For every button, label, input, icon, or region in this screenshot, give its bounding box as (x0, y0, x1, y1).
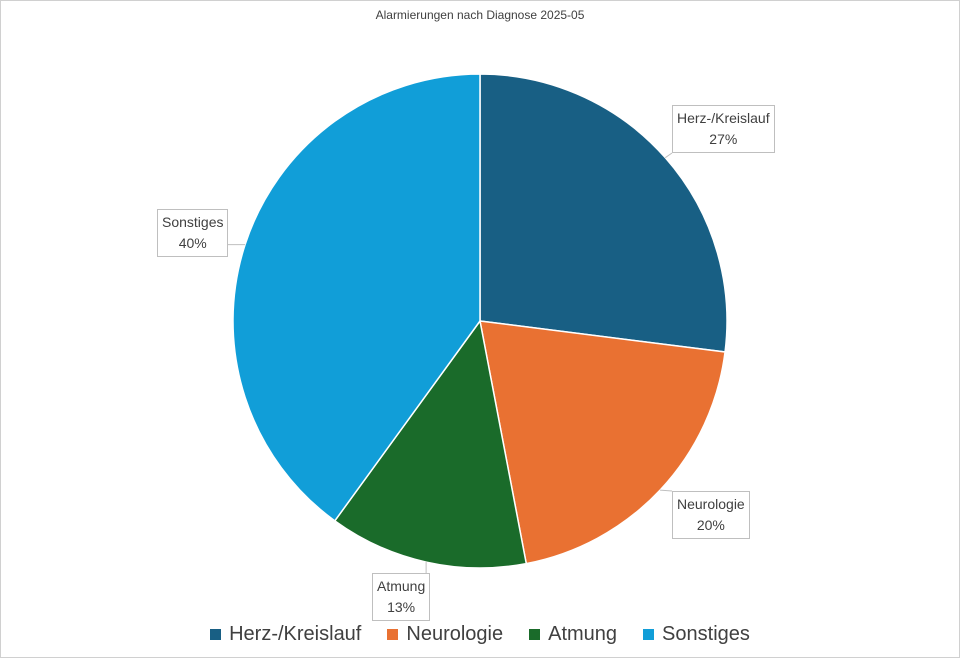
data-label-value: 40% (178, 235, 207, 251)
legend-label: Herz-/Kreislauf (229, 622, 362, 645)
legend-label: Sonstiges (662, 622, 750, 645)
pie-slice-atmung[interactable] (333, 319, 528, 569)
legend-swatch (529, 628, 541, 640)
legend-item-atmung[interactable]: Atmung (529, 623, 617, 646)
data-label-value: 27% (709, 131, 738, 147)
legend-swatch (387, 628, 399, 640)
data-label-category: Atmung (377, 578, 426, 594)
data-label-atmung: Atmung 13% (372, 573, 431, 621)
legend-label: Atmung (548, 622, 618, 645)
data-label-category: Neurologie (677, 496, 745, 512)
data-label-sonstiges: Sonstiges 40% (157, 209, 229, 257)
pie-slice-herz-kreislauf[interactable] (479, 73, 728, 353)
leader-line-neurologie (660, 489, 673, 492)
data-label-category: Sonstiges (162, 214, 224, 230)
data-label-value: 13% (387, 599, 416, 615)
data-label-herz-kreislauf: Herz-/Kreislauf 27% (672, 105, 775, 153)
pie-slice-sonstiges[interactable] (232, 73, 481, 522)
legend-item-sonstiges[interactable]: Sonstiges (643, 623, 750, 646)
pie-slice-neurologie[interactable] (479, 320, 726, 565)
data-label-neurologie: Neurologie 20% (672, 491, 750, 539)
legend: Herz-/Kreislauf Neurologie Atmung Sonsti… (0, 620, 960, 648)
legend-label: Neurologie (406, 622, 504, 645)
chart-title: Alarmierungen nach Diagnose 2025-05 (375, 8, 585, 22)
data-label-category: Herz-/Kreislauf (677, 110, 770, 126)
data-label-value: 20% (696, 517, 725, 533)
legend-item-herz-kreislauf[interactable]: Herz-/Kreislauf (210, 623, 361, 646)
legend-item-neurologie[interactable]: Neurologie (387, 623, 503, 646)
legend-swatch (210, 628, 222, 640)
leader-line-herz-kreislauf (664, 152, 673, 159)
legend-swatch (643, 628, 655, 640)
